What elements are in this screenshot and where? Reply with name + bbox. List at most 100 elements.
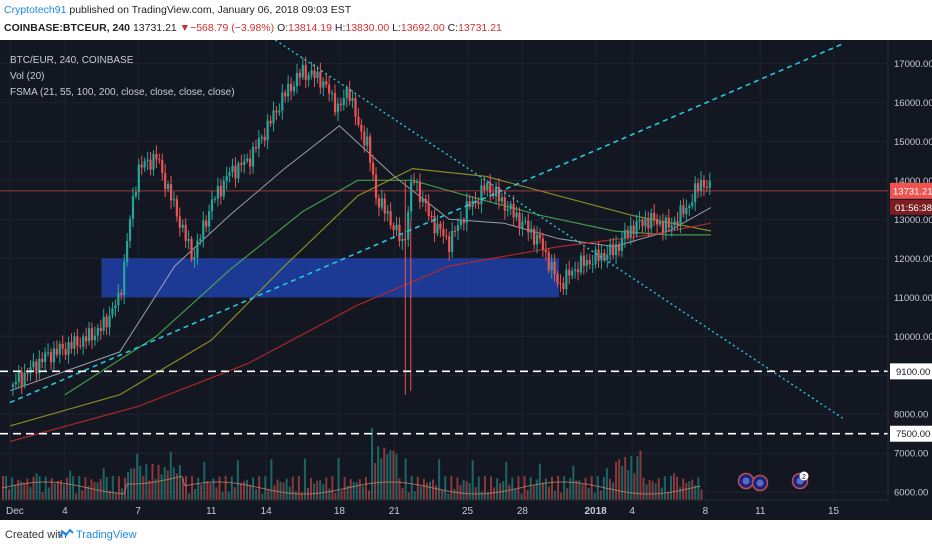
volume-bar [520,493,523,500]
candle-body [70,342,73,349]
volume-bar [20,481,23,500]
volume-bar [59,480,62,500]
candle-body [407,211,410,240]
volume-bar [117,476,120,500]
volume-bar [459,484,462,500]
volume-bar [416,476,419,500]
volume-bar [486,491,489,500]
volume-bar [566,487,569,500]
candle-body [190,238,193,260]
candle-body [442,229,445,236]
candle-body [333,93,337,113]
drawing-lines[interactable] [0,40,888,435]
candle-body [483,185,486,190]
volume-bar [425,482,428,500]
volume-bar [642,477,645,500]
time-tick-label: 2018 [584,506,607,517]
volume-bar [218,476,221,500]
volume-bar [496,478,499,500]
price-tick-label: 6000.00 [894,488,928,499]
volume-bar [81,490,84,500]
volume-bar [535,479,538,500]
volume-bar [633,473,636,500]
volume-bar [188,493,191,500]
tradingview-link[interactable]: TradingView [76,529,137,541]
candle-body [52,348,56,363]
volume-bar [413,491,416,500]
volume-bar [66,477,69,500]
candle-body [574,269,577,271]
volume-bar [145,464,148,500]
candle-body [79,345,82,347]
candle-body [620,238,624,251]
candle-body [626,230,629,237]
candle-body [46,352,50,354]
candle-body [263,136,266,141]
candle-body [289,83,293,92]
candle-body [448,236,451,253]
candle-body [509,203,512,210]
candle-body [445,235,448,237]
candle-body [202,220,205,239]
event-badges[interactable]: 2 [737,471,809,492]
volume-bar [557,476,560,500]
volume-bar [444,476,447,500]
volume-bar [285,478,288,500]
candle-body [228,172,231,176]
candle-body [272,110,275,124]
candle-body [292,86,296,92]
time-tick-label: Dec [6,506,24,517]
candle-body [284,92,287,97]
volume-bar [69,470,72,500]
price-chart[interactable]: 6000.007000.008000.009000.0010000.001100… [0,40,932,520]
volume-bar [99,478,102,500]
candle-body [357,116,360,125]
candle-body [541,238,544,250]
publish-line: Cryptotech91 published on TradingView.co… [4,4,351,16]
volume-bar [337,458,340,500]
volume-bar [669,476,672,500]
volume-bar [331,476,334,500]
author-link[interactable]: Cryptotech91 [4,4,67,16]
candle-body [603,252,606,260]
candle-body [105,316,108,328]
event-badge-count: 2 [802,474,806,481]
volume-bar [255,489,258,500]
high-value: 13830.00 [345,22,390,34]
volume-bar [596,476,599,500]
volume-bar [279,481,282,500]
candle-body [521,221,524,228]
volume-bar [450,476,453,500]
volume-bar [529,477,532,500]
candle-body [424,198,427,203]
candle-body [421,198,424,203]
volume-bar [276,479,279,500]
time-tick-label: 28 [517,506,529,517]
price-tick-label: 11000.00 [894,293,932,304]
volume-bar [371,428,374,500]
candle-body [471,200,474,207]
time-axis[interactable]: Dec 4 7 11 14 18 21 25 28 2018 4 8 11 15 [0,499,888,517]
volume-bar [300,492,303,500]
candle-body [685,207,688,215]
price-axis[interactable]: 6000.007000.008000.009000.0010000.001100… [887,40,932,520]
candle-body [369,136,372,163]
candle-body [412,181,416,183]
volume-bar [191,476,194,500]
candle-body [137,164,140,193]
candle-body [456,225,460,231]
candle-body [199,238,202,241]
volume-bar [249,484,252,500]
candle-body [354,98,357,117]
candle-body [61,343,64,349]
volume-bar [465,481,468,500]
candle-body [23,372,26,386]
volume-bar [316,480,319,500]
candle-body [430,216,433,218]
candle-body [453,230,457,232]
volume-bar [267,489,270,500]
candles [11,56,711,396]
candle-body [85,336,88,342]
high-label: H: [334,22,346,34]
volume-bar [32,476,35,500]
